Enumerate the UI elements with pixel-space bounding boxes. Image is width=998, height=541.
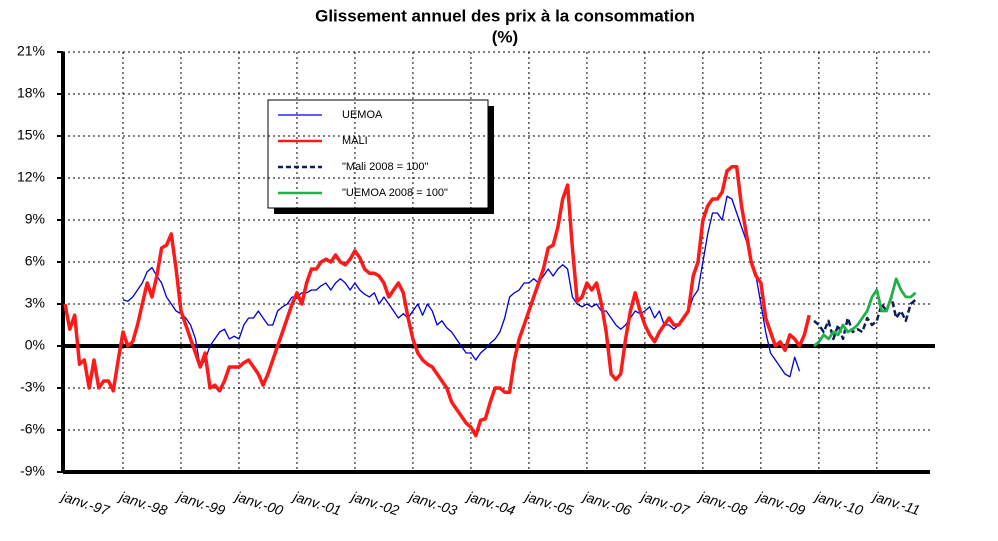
legend-label: "Mali 2008 = 100" [342, 161, 428, 173]
x-tick-label: janv.-99 [174, 488, 227, 519]
y-tick-label: 3% [25, 295, 45, 311]
legend-label: MALI [342, 135, 368, 147]
x-tick-label: janv.-03 [406, 488, 459, 519]
series-line [63, 165, 811, 438]
x-tick-label: janv.-07 [638, 488, 692, 519]
x-tick-label: janv.-08 [696, 488, 749, 519]
legend-box [267, 99, 489, 209]
x-tick-label: janv.-00 [232, 488, 285, 519]
y-tick-label: 0% [25, 337, 45, 353]
y-tick-label: 21% [17, 43, 45, 59]
series-line [813, 295, 917, 341]
x-tick-label: janv.-98 [116, 488, 169, 519]
chart-title: Glissement annuel des prix à la consomma… [315, 6, 695, 25]
x-tick-label: janv.-11 [870, 488, 922, 519]
x-tick-label: janv.-01 [290, 488, 343, 519]
series-line [813, 277, 917, 348]
legend-label: UEMOA [342, 109, 383, 121]
y-tick-label: 9% [25, 211, 45, 227]
y-tick-label: 15% [17, 127, 45, 143]
y-tick-label: -3% [20, 379, 45, 395]
y-tick-label: -6% [20, 421, 45, 437]
x-tick-label: janv.-02 [348, 488, 401, 519]
y-tick-label: -9% [20, 463, 45, 479]
x-tick-label: janv.-06 [580, 488, 633, 519]
series-line [122, 195, 801, 378]
y-tick-label: 12% [17, 169, 45, 185]
chart-subtitle: (%) [492, 27, 518, 46]
y-tick-label: 18% [17, 85, 45, 101]
x-tick-label: janv.-09 [754, 488, 807, 519]
y-tick-label: 6% [25, 253, 45, 269]
x-tick-label: janv.-05 [522, 488, 575, 519]
x-tick-label: janv.-97 [58, 488, 112, 519]
legend-label: "UEMOA 2008 = 100" [342, 187, 448, 199]
x-tick-label: janv.-04 [464, 488, 517, 519]
x-tick-label: janv.-10 [812, 488, 865, 519]
